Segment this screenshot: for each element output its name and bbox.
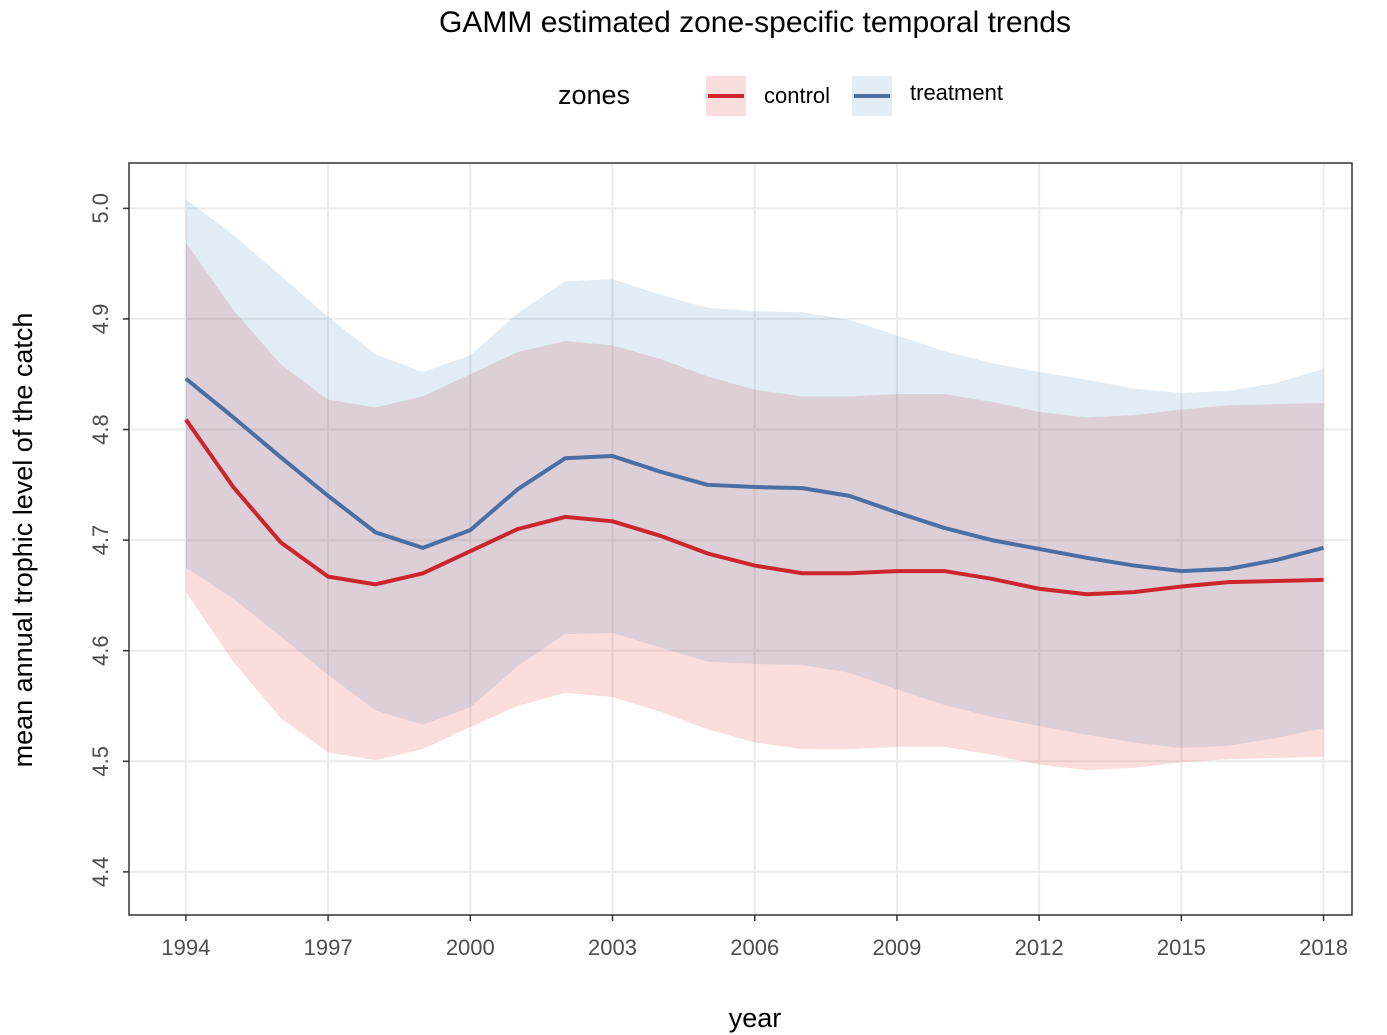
y-tick-label: 4.7 <box>88 525 113 556</box>
confidence-band <box>185 242 1324 771</box>
x-axis-title: year <box>729 1003 782 1033</box>
y-tick-label: 5.0 <box>88 193 113 224</box>
x-tick-label: 2015 <box>1157 935 1206 960</box>
legend-title: zones <box>558 80 630 110</box>
y-tick-label: 4.5 <box>88 746 113 777</box>
legend-label: treatment <box>910 80 1003 105</box>
x-tick-label: 1994 <box>161 935 210 960</box>
confidence-band <box>185 199 1324 749</box>
x-tick-label: 2012 <box>1015 935 1064 960</box>
trend-line <box>184 377 1325 574</box>
x-tick-label: 2009 <box>872 935 921 960</box>
x-tick-label: 2000 <box>446 935 495 960</box>
trend-line <box>184 418 1324 597</box>
y-tick-label: 4.8 <box>88 414 113 445</box>
y-tick-label: 4.6 <box>88 635 113 666</box>
y-axis-title: mean annual trophic level of the catch <box>8 313 38 768</box>
x-tick-label: 2018 <box>1299 935 1348 960</box>
y-tick-label: 4.4 <box>88 857 113 888</box>
legend-label: control <box>764 83 830 108</box>
y-tick-label: 4.9 <box>88 304 113 335</box>
x-tick-label: 2006 <box>730 935 779 960</box>
x-tick-label: 2003 <box>588 935 637 960</box>
plot-border <box>128 162 1353 916</box>
chart-title: GAMM estimated zone-specific temporal tr… <box>439 6 1071 39</box>
x-tick-label: 1997 <box>304 935 353 960</box>
